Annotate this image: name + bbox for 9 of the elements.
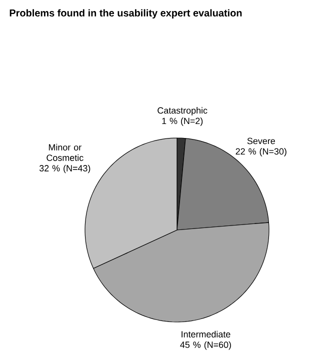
slice-label: Intermediate [182, 330, 230, 338]
data-label: 1 % (N=2) [162, 118, 203, 126]
slice-label: Catastrophic [158, 107, 208, 116]
data-label: 45 % (N=60) [180, 341, 231, 350]
data-label: 32 % (N=43) [39, 164, 90, 174]
data-label: 22 % (N=30) [236, 148, 286, 156]
slice-label: Severe [247, 138, 275, 144]
slice-label: Minor or Cosmetic [46, 144, 84, 161]
chart-title: Problems found in the usability expert evaluation [10, 9, 242, 18]
